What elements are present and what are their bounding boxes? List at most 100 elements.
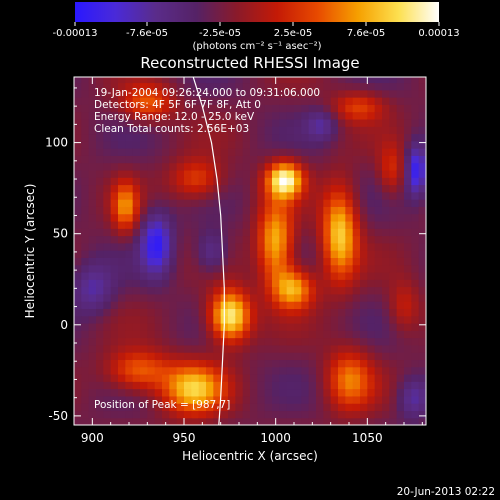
heatmap-cell [330,213,339,222]
heatmap-cell [132,140,141,149]
heatmap-cell [191,191,200,200]
heatmap-cell [213,388,222,397]
heatmap-cell [374,97,383,105]
heatmap-cell [81,381,90,390]
heatmap-cell [162,257,170,266]
heatmap-cell [345,322,354,331]
heatmap-cell [74,126,82,135]
heatmap-cell [279,403,288,412]
heatmap-cell [338,140,346,149]
heatmap-cell [286,279,295,288]
heatmap-cell [316,228,324,237]
heatmap-cell [323,395,332,404]
heatmap-cell [184,271,192,280]
heatmap-cell [96,366,104,375]
heatmap-cell [352,184,361,193]
heatmap-cell [272,271,280,280]
heatmap-cell [286,352,295,361]
heatmap-cell [132,148,141,156]
heatmap-cell [220,271,229,280]
heatmap-cell [338,388,346,397]
heatmap-cell [294,308,302,317]
heatmap-cell [140,97,148,105]
heatmap-cell [286,250,295,258]
heatmap-cell [118,403,126,412]
heatmap-cell [352,395,361,404]
heatmap-cell [294,126,302,135]
heatmap-cell [228,359,236,368]
heatmap-cell [110,206,119,215]
heatmap-cell [286,403,295,412]
heatmap-cell [169,410,178,419]
heatmap-cell [316,184,324,193]
heatmap-cell [206,140,214,149]
heatmap-cell [74,410,82,419]
heatmap-cell [213,235,222,244]
heatmap-cell [125,77,134,84]
heatmap-cell [96,410,104,419]
heatmap-cell [191,111,200,120]
heatmap-cell [162,235,170,244]
heatmap-cell [198,169,207,178]
heatmap-cell [103,177,112,186]
heatmap-cell [88,271,97,280]
heatmap-cell [206,242,214,251]
heatmap-cell [242,228,251,237]
heatmap-cell [382,271,390,280]
heatmap-cell [264,301,273,309]
heatmap-cell [162,191,170,200]
heatmap-cell [176,118,185,127]
heatmap-cell [88,410,97,419]
heatmap-cell [374,250,383,258]
heatmap-cell [330,191,339,200]
heatmap-cell [396,373,405,382]
heatmap-cell [294,315,302,324]
heatmap-cell [286,89,295,98]
heatmap-cell [125,395,134,404]
heatmap-cell [169,381,178,390]
heatmap-cell [220,77,229,84]
heatmap-cell [125,417,134,425]
heatmap-cell [191,140,200,149]
heatmap-cell [206,286,214,295]
heatmap-cell [154,257,163,266]
heatmap-cell [88,279,97,288]
heatmap-cell [323,417,332,425]
heatmap-cell [154,162,163,171]
heatmap-cell [191,177,200,186]
heatmap-cell [118,104,126,113]
heatmap-cell [374,89,383,98]
heatmap-cell [147,403,156,412]
heatmap-cell [250,177,258,186]
heatmap-cell [389,169,398,178]
heatmap-cell [308,82,317,91]
heatmap-cell [374,315,383,324]
heatmap-cell [338,322,346,331]
heatmap-cell [250,235,258,244]
heatmap-cell [286,118,295,127]
heatmap-cell [81,126,90,135]
heatmap-cell [360,104,368,113]
heatmap-cell [140,381,148,390]
heatmap-cell [184,199,192,207]
heatmap-cell [88,111,97,120]
heatmap-cell [360,344,368,353]
heatmap-cell [125,220,134,229]
heatmap-cell [367,118,376,127]
heatmap-cell [264,279,273,288]
heatmap-cell [338,77,346,84]
heatmap-cell [360,235,368,244]
heatmap-cell [352,388,361,397]
heatmap-cell [257,417,266,425]
heatmap-cell [228,410,236,419]
heatmap-cell [374,257,383,266]
heatmap-cell [264,330,273,339]
heatmap-cell [213,148,222,156]
heatmap-cell [308,395,317,404]
heatmap-cell [81,235,90,244]
heatmap-cell [191,257,200,266]
heatmap-cell [96,169,104,178]
heatmap-cell [374,359,383,368]
heatmap-cell [396,104,405,113]
heatmap-cell [154,388,163,397]
